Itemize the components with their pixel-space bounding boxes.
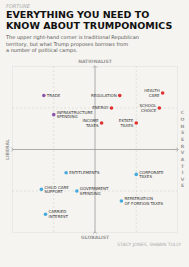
html-text:STACY JONES, SHAWN TULLY: STACY JONES, SHAWN TULLY xyxy=(117,241,181,247)
svg-text:CHILD CARESUPPORT: CHILD CARESUPPORT xyxy=(44,184,69,194)
svg-text:CARRIEDINTEREST: CARRIEDINTEREST xyxy=(49,209,69,219)
svg-text:LIBERAL: LIBERAL xyxy=(5,138,10,159)
svg-text:SCHOOLCHOICE: SCHOOLCHOICE xyxy=(139,103,157,113)
svg-text:INCOMETAXES: INCOMETAXES xyxy=(83,118,100,128)
svg-text:GOVERNMENTSPENDING: GOVERNMENTSPENDING xyxy=(80,186,109,196)
svg-text:T: T xyxy=(181,163,185,168)
svg-text:REPATRIATIONOF FOREIGN TAXES: REPATRIATIONOF FOREIGN TAXES xyxy=(124,196,163,206)
svg-text:TRADE: TRADE xyxy=(46,93,61,98)
svg-text:ENTITLEMENTS: ENTITLEMENTS xyxy=(69,170,100,175)
html-text:FORTUNE: FORTUNE xyxy=(6,3,30,9)
svg-text:V: V xyxy=(181,150,185,155)
svg-text:E: E xyxy=(181,136,184,141)
svg-text:R: R xyxy=(181,143,185,148)
svg-text:S: S xyxy=(181,130,184,135)
svg-text:ENERGY: ENERGY xyxy=(92,105,109,110)
svg-text:HEALTHCARE: HEALTHCARE xyxy=(144,88,160,98)
svg-text:REGULATION: REGULATION xyxy=(91,93,117,98)
svg-text:CORPORATETAXES: CORPORATETAXES xyxy=(138,169,164,179)
html-text:EVERYTHING YOU NEED TO KNOW AB: EVERYTHING YOU NEED TO KNOW ABOUT TRUMPO… xyxy=(6,9,173,31)
svg-text:ESTATETAXES: ESTATETAXES xyxy=(119,118,134,128)
svg-text:N: N xyxy=(181,123,185,128)
svg-text:INFRASTRUCTURESPENDING: INFRASTRUCTURESPENDING xyxy=(57,109,93,119)
svg-text:V: V xyxy=(181,176,185,181)
svg-text:NATIONALIST: NATIONALIST xyxy=(78,58,113,63)
svg-text:GLOBALIST: GLOBALIST xyxy=(81,234,110,239)
svg-text:C: C xyxy=(181,110,185,115)
svg-text:E: E xyxy=(181,183,184,188)
svg-text:O: O xyxy=(181,117,185,122)
svg-text:I: I xyxy=(182,170,184,175)
svg-text:A: A xyxy=(181,156,185,161)
html-text:The upper right-hand corner is: The upper right-hand corner is tradition… xyxy=(6,34,139,53)
